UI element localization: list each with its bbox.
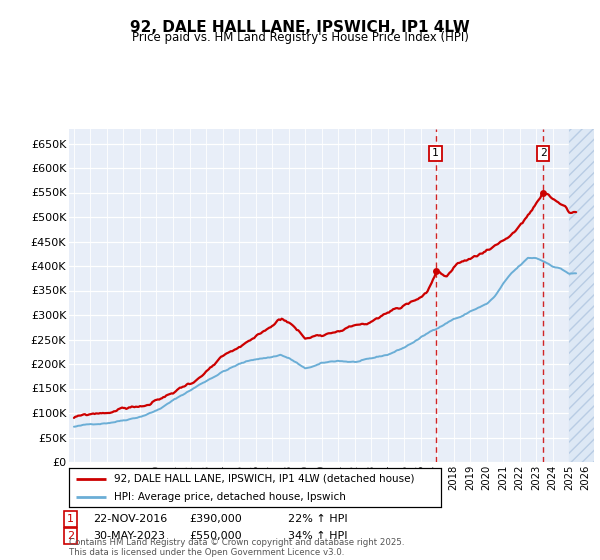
- Text: £390,000: £390,000: [189, 514, 242, 524]
- Bar: [569, 129, 594, 462]
- Text: 92, DALE HALL LANE, IPSWICH, IP1 4LW: 92, DALE HALL LANE, IPSWICH, IP1 4LW: [130, 20, 470, 35]
- Text: 34% ↑ HPI: 34% ↑ HPI: [288, 531, 347, 541]
- Text: 1: 1: [432, 148, 439, 158]
- Bar: [569, 129, 594, 462]
- Text: £550,000: £550,000: [189, 531, 242, 541]
- Text: 22% ↑ HPI: 22% ↑ HPI: [288, 514, 347, 524]
- Text: Price paid vs. HM Land Registry's House Price Index (HPI): Price paid vs. HM Land Registry's House …: [131, 31, 469, 44]
- Text: 92, DALE HALL LANE, IPSWICH, IP1 4LW (detached house): 92, DALE HALL LANE, IPSWICH, IP1 4LW (de…: [113, 474, 414, 484]
- Text: 2: 2: [67, 531, 74, 541]
- Text: 2: 2: [540, 148, 547, 158]
- Text: HPI: Average price, detached house, Ipswich: HPI: Average price, detached house, Ipsw…: [113, 492, 346, 502]
- Text: 30-MAY-2023: 30-MAY-2023: [93, 531, 165, 541]
- Text: 1: 1: [67, 514, 74, 524]
- Text: Contains HM Land Registry data © Crown copyright and database right 2025.
This d: Contains HM Land Registry data © Crown c…: [69, 538, 404, 557]
- Text: 22-NOV-2016: 22-NOV-2016: [93, 514, 167, 524]
